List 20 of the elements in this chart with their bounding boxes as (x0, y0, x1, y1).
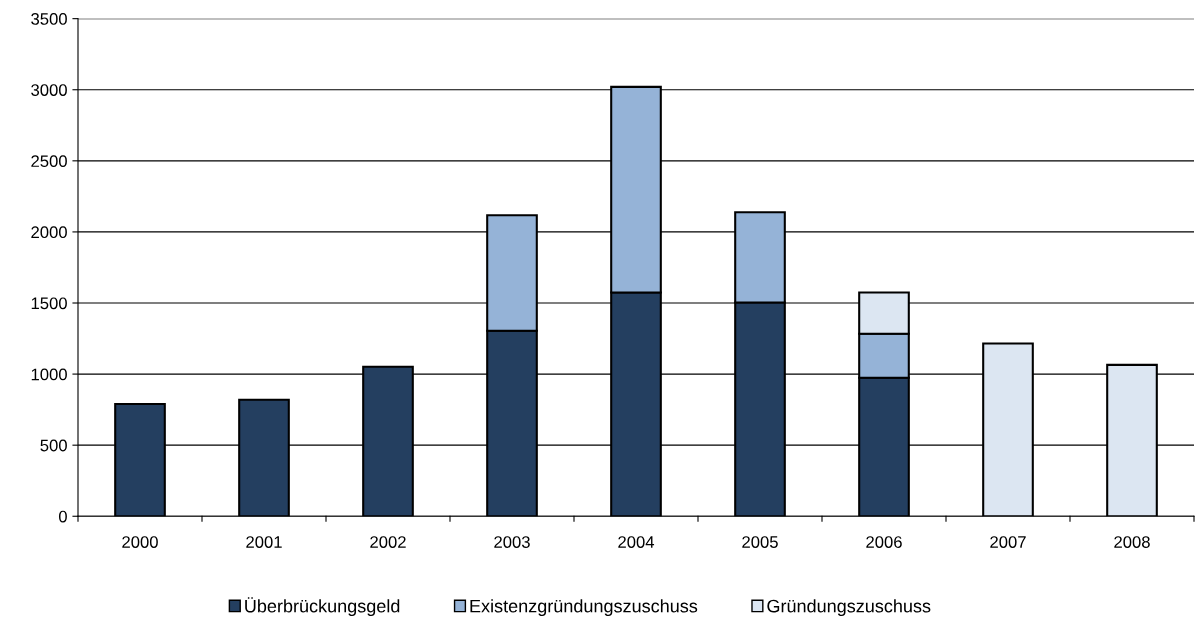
x-tick-label: 2005 (742, 536, 778, 548)
x-tick-label: 2000 (122, 536, 158, 548)
y-tick-label: 1500 (31, 297, 67, 310)
x-tick-label: 2004 (618, 536, 655, 548)
y-tick-label: 2000 (31, 226, 67, 239)
legend-label: Überbrückungsgeld (245, 597, 400, 617)
x-tick-label: 2001 (246, 536, 282, 548)
x-tick-label: 2003 (494, 536, 530, 548)
x-tick-label: 2006 (866, 536, 902, 548)
y-tick-label: 0 (58, 510, 67, 523)
y-tick-label: 1000 (31, 368, 67, 381)
legend-label: Gründungszuschuss (767, 599, 931, 617)
x-tick-label: 2008 (1114, 536, 1150, 548)
y-tick-label: 500 (40, 439, 67, 452)
x-tick-label: 2007 (990, 536, 1026, 548)
y-tick-label: 2500 (31, 155, 67, 168)
y-tick-label: 3500 (31, 13, 67, 25)
x-tick-label: 2002 (370, 536, 406, 548)
y-tick-label: 3000 (31, 84, 67, 96)
legend-label: Existenzgründungszuschuss (470, 599, 698, 617)
